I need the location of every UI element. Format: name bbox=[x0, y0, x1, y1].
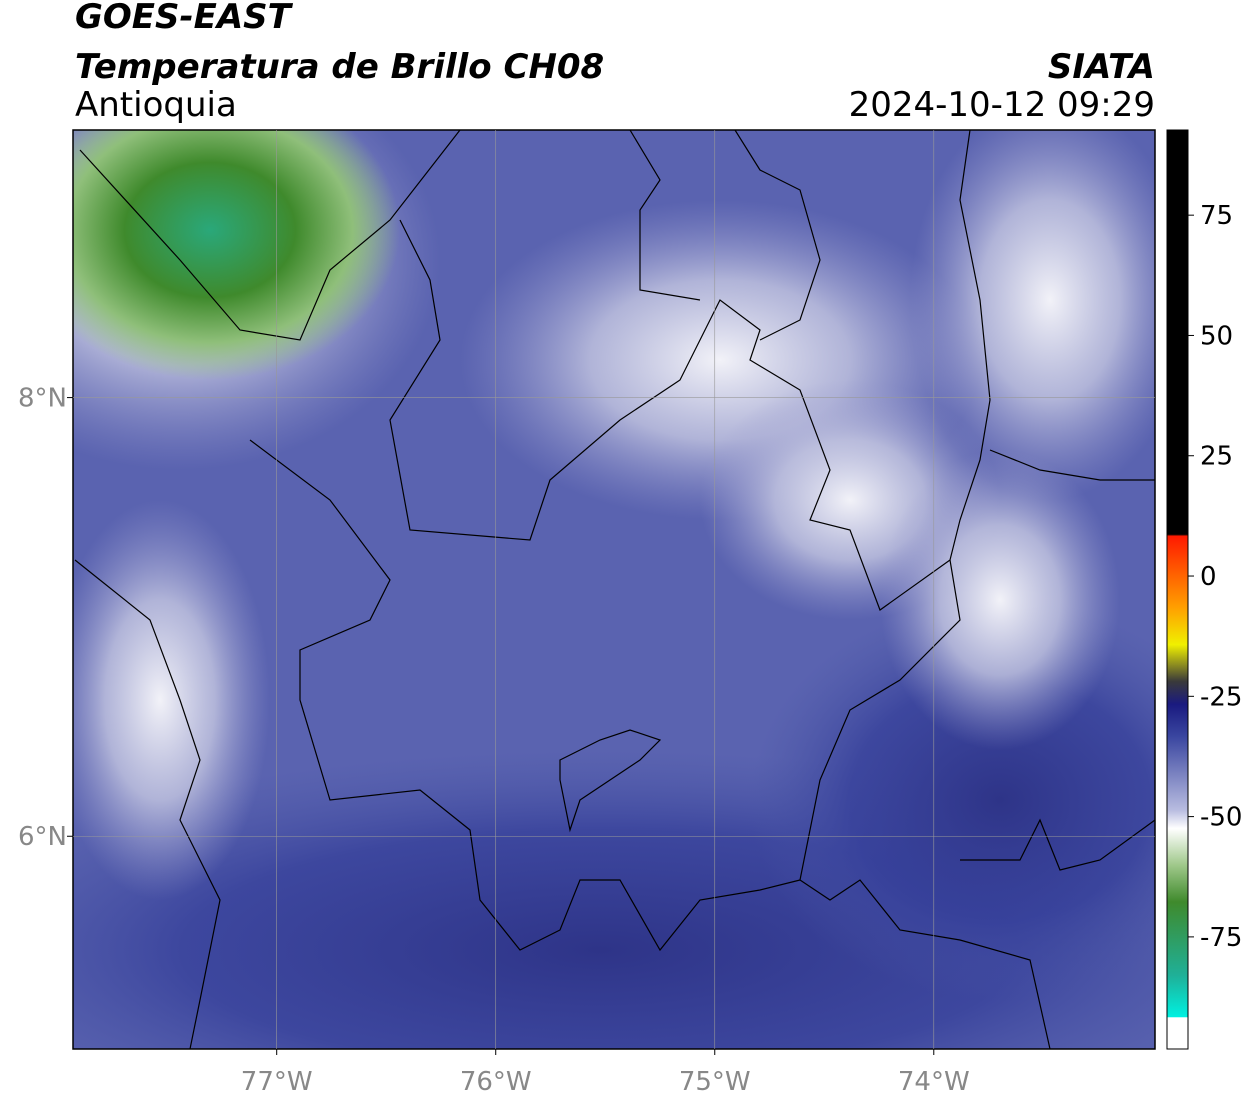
subtitle: Temperatura de Brillo CH08 bbox=[75, 47, 604, 87]
region: Antioquia bbox=[75, 85, 237, 125]
map-frame bbox=[72, 129, 1156, 1050]
source: SIATA bbox=[1048, 47, 1155, 87]
satellite-image bbox=[73, 130, 1155, 1049]
y-tick-label: 6°N bbox=[18, 822, 67, 852]
x-tick-label: 77°W bbox=[241, 1067, 313, 1097]
title: GOES-EAST bbox=[75, 0, 294, 37]
colorbar-tick-label: 75 bbox=[1200, 201, 1233, 231]
colorbar-tick-label: -25 bbox=[1200, 682, 1242, 712]
x-tick-label: 76°W bbox=[460, 1067, 532, 1097]
x-tick-label: 75°W bbox=[679, 1067, 751, 1097]
colorbar-tick-label: 0 bbox=[1200, 562, 1217, 592]
colorbar-tick-label: -75 bbox=[1200, 923, 1242, 953]
x-tick-label: 74°W bbox=[898, 1067, 970, 1097]
colorbar-tick-label: 25 bbox=[1200, 442, 1233, 472]
colorbar bbox=[1166, 129, 1189, 1050]
borders bbox=[74, 130, 1155, 1049]
datetime: 2024-10-12 09:29 bbox=[849, 85, 1155, 125]
colorbar-tick-label: -50 bbox=[1200, 803, 1242, 833]
y-tick-label: 8°N bbox=[18, 384, 67, 414]
colorbar-tick-label: 50 bbox=[1200, 321, 1233, 351]
